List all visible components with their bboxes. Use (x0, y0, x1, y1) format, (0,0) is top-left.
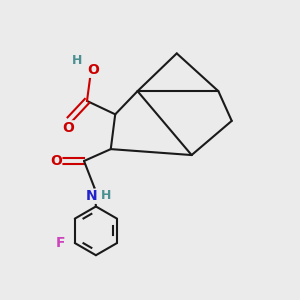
Text: O: O (87, 63, 99, 77)
Text: H: H (71, 54, 82, 68)
Text: F: F (56, 236, 65, 250)
Text: N: N (86, 189, 98, 203)
Text: O: O (62, 121, 74, 135)
Text: H: H (100, 189, 111, 202)
Text: O: O (50, 154, 62, 168)
